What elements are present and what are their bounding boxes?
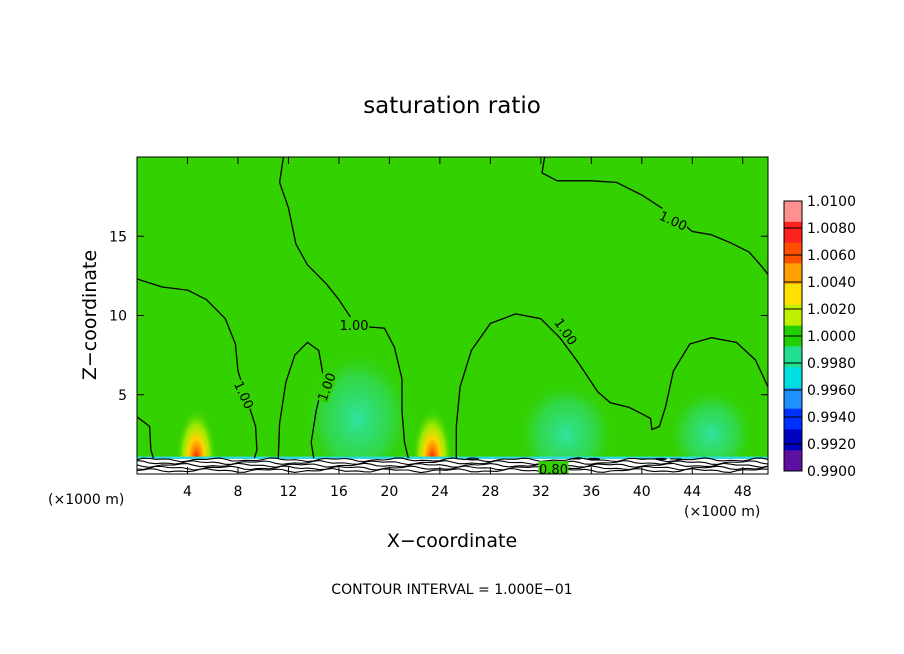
colorbar-swatch-9 bbox=[784, 387, 802, 409]
colorbar-swatch-12 bbox=[784, 450, 802, 472]
x-tick-label-0: 4 bbox=[183, 484, 192, 500]
colorbar-label-6: 0.9980 bbox=[807, 356, 856, 372]
contour-interval-note: CONTOUR INTERVAL = 1.000E−01 bbox=[331, 582, 572, 598]
chart-title: saturation ratio bbox=[363, 93, 541, 119]
x-tick-label-1: 8 bbox=[233, 484, 242, 500]
surface-contour-2 bbox=[137, 462, 768, 468]
colorbar: 1.0100 1.0080 1.0060 1.0040 1.0020 1.0000 0.99… bbox=[783, 194, 856, 480]
colorbar-swatch-0 bbox=[784, 201, 802, 223]
cool-region-1 bbox=[515, 378, 617, 474]
x-tick-label-11: 48 bbox=[734, 484, 752, 500]
colorbar-label-10: 0.9900 bbox=[807, 464, 856, 480]
x-tick-label-3: 16 bbox=[330, 484, 348, 500]
x-unit-label: (×1000 m) bbox=[48, 492, 124, 508]
surface-contour-3 bbox=[137, 465, 768, 471]
colorbar-swatch-7 bbox=[784, 346, 802, 368]
plot-area: 1.00 1.001.00 1.001.000.80 bbox=[137, 157, 768, 478]
contour-line-4 bbox=[455, 313, 768, 459]
contour-label-bg-4 bbox=[656, 206, 691, 234]
y-tick-label-2: 15 bbox=[109, 229, 127, 245]
surface-layer bbox=[137, 456, 768, 474]
x-unit-label-right: (×1000 m) bbox=[684, 504, 760, 520]
x-tick-label-4: 20 bbox=[380, 484, 398, 500]
contour-label-2: 1.00 bbox=[339, 317, 370, 334]
x-tick-label-6: 28 bbox=[481, 484, 499, 500]
colorbar-label-4: 1.0020 bbox=[807, 302, 856, 318]
contour-label-text-5: 0.80 bbox=[539, 463, 568, 478]
y-axis-title: Z−coordinate bbox=[79, 250, 101, 380]
contour-bump-2 bbox=[587, 457, 601, 460]
colorbar-swatch-8 bbox=[784, 367, 802, 389]
x-axis-title: X−coordinate bbox=[387, 530, 517, 552]
contour-label-bg-0 bbox=[231, 377, 258, 412]
colorbar-label-2: 1.0060 bbox=[807, 248, 856, 264]
x-tick-label-5: 24 bbox=[431, 484, 449, 500]
colorbar-label-5: 1.0000 bbox=[807, 329, 856, 345]
contour-line-2 bbox=[277, 341, 325, 459]
colorbar-label-1: 1.0080 bbox=[807, 221, 856, 237]
contour-label-bg-3 bbox=[551, 314, 582, 348]
x-tick-label-10: 44 bbox=[683, 484, 701, 500]
contour-label-bg-1 bbox=[313, 369, 339, 404]
colorbar-swatch-10 bbox=[784, 408, 802, 430]
surface-contour-1 bbox=[137, 460, 768, 466]
colorbar-swatch-1 bbox=[784, 221, 802, 243]
surface-contour-4 bbox=[137, 467, 768, 474]
contour-line-0 bbox=[137, 278, 258, 459]
colorbar-label-8: 0.9940 bbox=[807, 410, 856, 426]
contour-label-5: 0.80 bbox=[538, 461, 569, 478]
contour-bump-4 bbox=[654, 457, 667, 460]
cool-region-2 bbox=[667, 386, 756, 474]
y-tick-label-1: 10 bbox=[109, 309, 127, 325]
contour-label-text-2: 1.00 bbox=[340, 319, 369, 334]
colorbar-swatch-11 bbox=[784, 429, 802, 451]
contour-label-bg-2 bbox=[339, 317, 370, 332]
x-tick-label-8: 36 bbox=[582, 484, 600, 500]
colorbar-label-9: 0.9920 bbox=[807, 437, 856, 453]
colorbar-swatch-5 bbox=[784, 304, 802, 326]
y-tick-label-0: 5 bbox=[118, 388, 127, 404]
contour-bump-0 bbox=[466, 457, 479, 461]
surface-contour-0 bbox=[137, 457, 768, 463]
colorbar-label-0: 1.0100 bbox=[807, 194, 856, 210]
colorbar-swatch-3 bbox=[784, 263, 802, 285]
colorbar-label-7: 0.9960 bbox=[807, 383, 856, 399]
contour-line-1 bbox=[137, 416, 155, 459]
x-tick-label-7: 32 bbox=[532, 484, 550, 500]
contour-label-bg-5 bbox=[538, 461, 569, 474]
colorbar-label-3: 1.0040 bbox=[807, 275, 856, 291]
colorbar-swatch-2 bbox=[784, 242, 802, 264]
x-tick-label-9: 40 bbox=[633, 484, 651, 500]
x-tick-label-2: 12 bbox=[280, 484, 298, 500]
colorbar-swatch-4 bbox=[784, 284, 802, 306]
